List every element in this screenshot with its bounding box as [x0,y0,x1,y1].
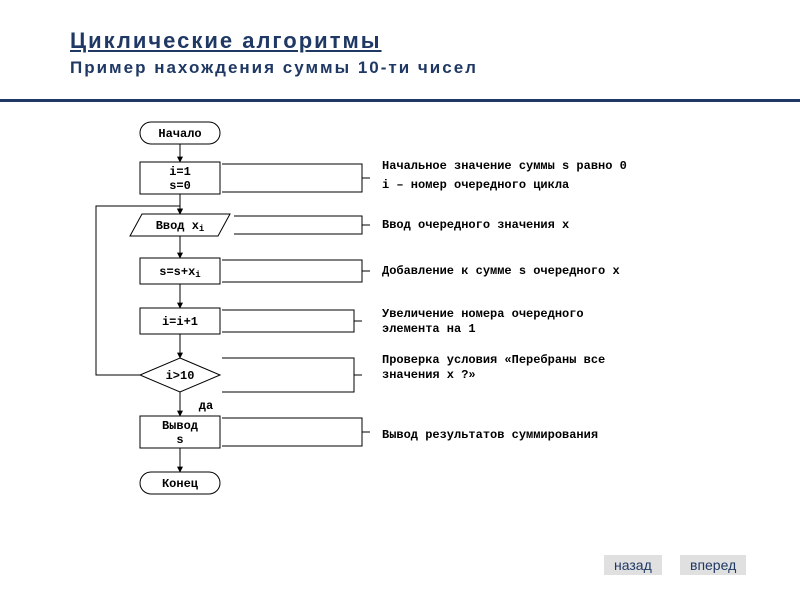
description-text: элемента на 1 [382,322,476,337]
svg-text:s=0: s=0 [169,179,191,193]
svg-text:s=s+xi: s=s+xi [159,265,201,280]
description-text: Проверка условия «Перебраны все [382,353,605,368]
svg-text:Начало: Начало [158,127,201,141]
description-text: Ввод очередного значения х [382,218,569,233]
description-text: Вывод результатов суммирования [382,428,598,443]
description-text: i – номер очередного цикла [382,178,569,193]
svg-text:Конец: Конец [162,477,199,491]
svg-text:Ввод xi: Ввод xi [156,219,205,234]
forward-button[interactable]: вперед [680,555,746,575]
svg-text:s: s [176,433,183,447]
svg-text:i=i+1: i=i+1 [162,315,198,329]
description-text: Добавление к сумме s очередного х [382,264,620,279]
description-text: Начальное значение суммы s равно 0 [382,159,627,174]
description-text: Увеличение номера очередного [382,307,584,322]
svg-text:i=1: i=1 [169,165,191,179]
svg-text:i>10: i>10 [166,369,195,383]
flowchart-svg: да Начало i=1s=0 Ввод xi s=s+xi i=i+1 i>10 Выво… [0,0,800,600]
svg-text:Вывод: Вывод [162,419,198,433]
svg-text:да: да [199,399,213,413]
description-text: значения х ?» [382,368,476,383]
back-button[interactable]: назад [604,555,662,575]
